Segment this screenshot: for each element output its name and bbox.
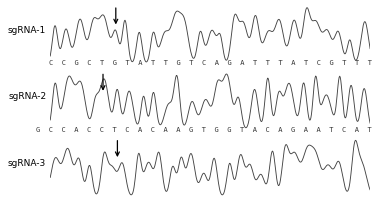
Text: sgRNA-1: sgRNA-1 <box>8 26 46 35</box>
Text: sgRNA-2: sgRNA-2 <box>8 92 46 101</box>
Text: sgRNA-3: sgRNA-3 <box>8 159 46 168</box>
Text: G  C  C  A  C  C  T  C  A  C  A  A  G  T  G  G  T  A  C  A  G  A  A  T  C  A  T : G C C A C C T C A C A A G T G G T A C A … <box>36 127 372 133</box>
Text: C  C  G  C  T  G  T  A  T  T  G  T  C  A  G  A  T  T  T  A  T  C  G  T  T  T: C C G C T G T A T T G T C A G A T T T A … <box>49 60 372 66</box>
